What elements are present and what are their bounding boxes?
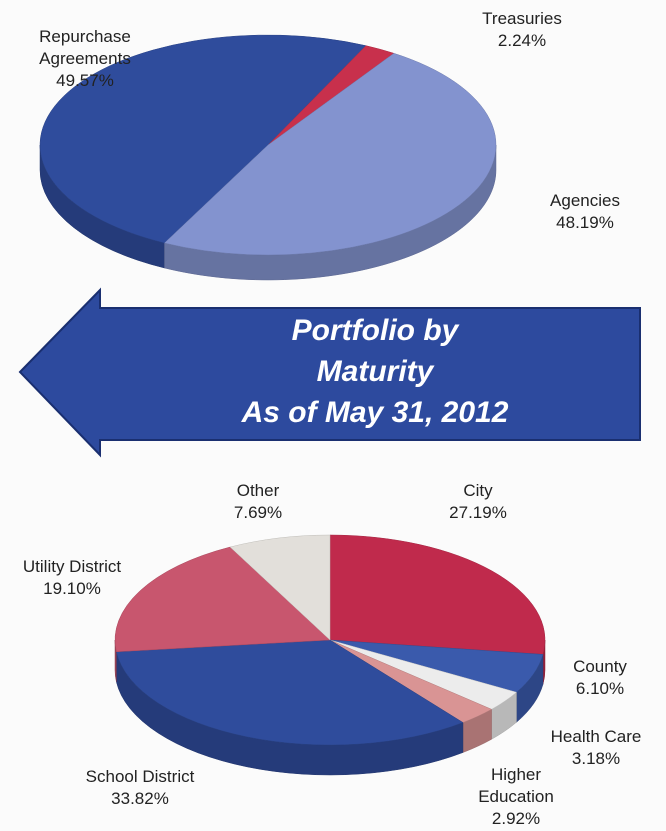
value-label: 49.57% [56,71,114,90]
category-label: Agencies [550,191,620,210]
banner-line: Portfolio by [292,314,460,347]
value-label: 19.10% [43,579,101,598]
category-label: School District [85,767,195,786]
category-label: Repurchase Agreements [39,27,131,68]
value-label: 6.10% [575,679,625,698]
category-label: Treasuries [482,9,562,28]
slice-label: Health Care 3.18% [516,726,666,770]
slice-label: Utility District 19.10% [0,556,152,600]
value-label: 3.18% [571,749,621,768]
slice-label: Repurchase Agreements 49.57% [5,26,165,92]
banner-line: As of May 31, 2012 [241,396,509,429]
pie-slice [114,546,331,653]
value-label: 27.19% [449,503,507,522]
pie-slice [329,534,546,655]
slice-label: School District 33.82% [60,766,220,810]
pie-slice [229,534,331,641]
banner-arrow [18,287,641,458]
category-label: Other [236,481,280,500]
value-label: 33.82% [111,789,169,808]
pie-slice [39,34,367,244]
value-label: 7.69% [233,503,283,522]
slice-label: Higher Education 2.92% [436,764,596,830]
slice-label: Agencies 48.19% [505,190,665,234]
category-label: Health Care [550,727,642,746]
pie-slice [116,639,464,746]
category-label: Utility District [22,557,122,576]
category-label: City [463,481,493,500]
slice-label: Treasuries 2.24% [442,8,602,52]
value-label: 48.19% [556,213,614,232]
slice-label: Other 7.69% [178,480,338,524]
pie-slice [163,53,497,256]
category-label: Higher Education [478,765,554,806]
value-label: 2.92% [491,809,541,828]
value-label: 2.24% [497,31,547,50]
slice-label: City 27.19% [398,480,558,524]
category-label: County [573,657,627,676]
slice-label: County 6.10% [520,656,666,700]
banner-line: Maturity [317,355,435,388]
